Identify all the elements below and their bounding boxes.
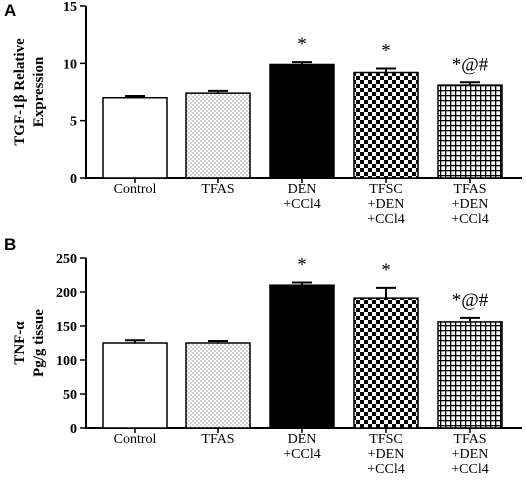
significance-annotation: *@# bbox=[452, 54, 489, 75]
category-label: TFSC bbox=[369, 432, 402, 447]
bar bbox=[102, 96, 168, 179]
y-axis-label: TGF-1β Relative Expression bbox=[12, 38, 47, 146]
category-label: TFAS bbox=[201, 182, 234, 197]
category-label: +DEN bbox=[368, 197, 405, 212]
category-label: +CCl4 bbox=[451, 212, 488, 227]
bar bbox=[353, 71, 419, 179]
y-tick-label: 150 bbox=[56, 320, 77, 335]
panel-label: A bbox=[4, 1, 16, 20]
y-tick-label: 10 bbox=[63, 57, 77, 72]
significance-annotation: * bbox=[381, 260, 391, 281]
y-axis-label-line: Expression bbox=[31, 56, 47, 127]
y-axis-label: TNF-α Pg/g tissue bbox=[12, 309, 47, 377]
y-tick-label: 5 bbox=[70, 115, 77, 130]
bar bbox=[437, 84, 503, 179]
category-label: +CCl4 bbox=[451, 462, 488, 477]
category-label: +CCl4 bbox=[283, 197, 320, 212]
y-tick-label: 100 bbox=[56, 354, 77, 369]
category-label: +DEN bbox=[452, 197, 489, 212]
y-tick-label: 250 bbox=[56, 252, 77, 267]
significance-annotation: *@# bbox=[452, 290, 489, 311]
category-label: +DEN bbox=[452, 447, 489, 462]
category-label: +CCl4 bbox=[367, 462, 404, 477]
panel-label: B bbox=[4, 235, 16, 254]
chart-panel-a: A TGF-1β Relative Expression 0 5 10 15 Control T… bbox=[4, 0, 522, 227]
bar bbox=[185, 342, 251, 429]
y-tick-label: 0 bbox=[70, 172, 77, 187]
category-label: TFAS bbox=[453, 432, 486, 447]
bar bbox=[102, 342, 168, 429]
bar bbox=[437, 321, 503, 429]
category-label: DEN bbox=[288, 432, 317, 447]
y-tick-label: 0 bbox=[70, 422, 77, 437]
category-label: Control bbox=[114, 182, 157, 197]
category-label: +DEN bbox=[368, 447, 405, 462]
category-label: TFAS bbox=[201, 432, 234, 447]
significance-annotation: * bbox=[297, 254, 307, 275]
category-label: Control bbox=[114, 432, 157, 447]
category-label: DEN bbox=[288, 182, 317, 197]
significance-annotation: * bbox=[297, 34, 307, 55]
y-tick-label: 50 bbox=[63, 388, 77, 403]
bar bbox=[353, 297, 419, 429]
significance-annotation: * bbox=[381, 40, 391, 61]
chart-panel-b: B TNF-α Pg/g tissue 0 50 100 150 200 250 Control T… bbox=[4, 235, 522, 477]
category-label: TFAS bbox=[453, 182, 486, 197]
bar bbox=[269, 63, 335, 179]
category-label: +CCl4 bbox=[367, 212, 404, 227]
category-label: TFSC bbox=[369, 182, 402, 197]
bar bbox=[185, 92, 251, 179]
y-axis-label-line: TGF-1β Relative bbox=[12, 38, 28, 146]
y-tick-label: 15 bbox=[63, 0, 77, 15]
y-tick-label: 200 bbox=[56, 286, 77, 301]
category-label: +CCl4 bbox=[283, 447, 320, 462]
y-axis-label-line: Pg/g tissue bbox=[31, 309, 47, 377]
bar bbox=[269, 284, 335, 429]
y-axis-label-line: TNF-α bbox=[12, 321, 28, 365]
